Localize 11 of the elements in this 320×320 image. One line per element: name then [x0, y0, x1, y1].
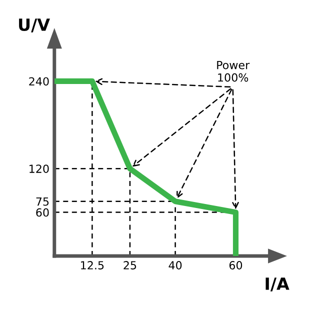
y-tick-label: 60	[36, 208, 49, 217]
y-tick-label: 240	[29, 77, 49, 86]
y-tick-label: 75	[36, 198, 49, 206]
x-tick-label: 12.5	[81, 261, 104, 270]
annotation: Power 100%	[217, 61, 250, 82]
x-tick-label: 25	[124, 261, 136, 270]
y-tick-label: 120	[30, 164, 49, 173]
x-axis-title: I/A	[266, 278, 290, 292]
x-tick-label: 60	[229, 261, 242, 270]
y-axis-title: U/V	[19, 18, 50, 32]
x-tick-label: 40	[168, 261, 182, 270]
